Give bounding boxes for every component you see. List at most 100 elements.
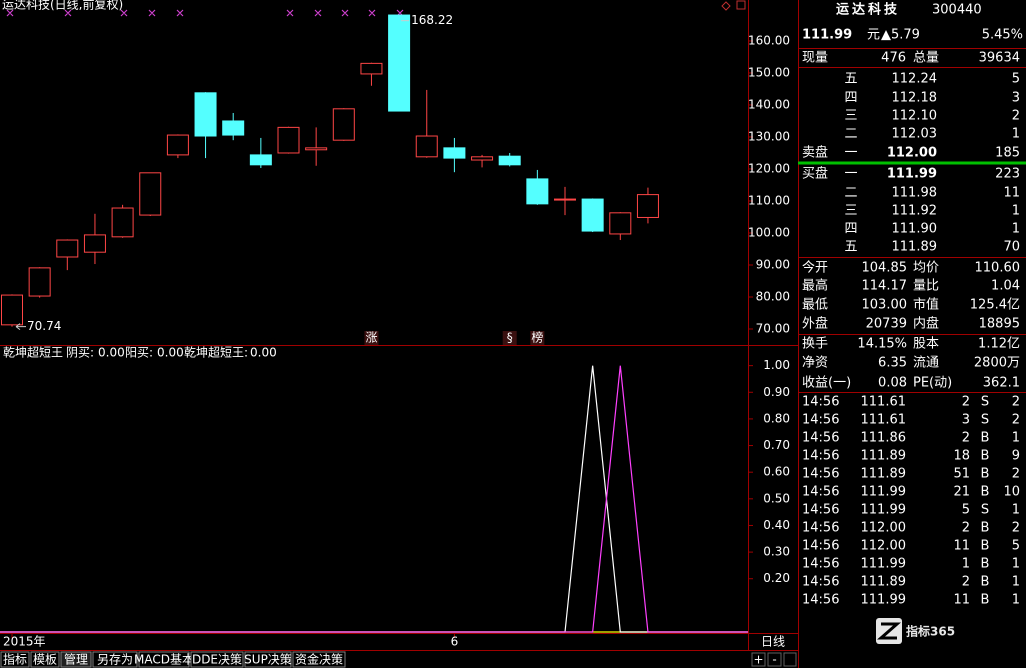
trade-count: 2 xyxy=(1012,521,1020,536)
trade-volume: 11 xyxy=(953,539,970,554)
y-tick-label: 100.00 xyxy=(748,225,790,239)
y-tick-label: 0.90 xyxy=(763,385,790,399)
trade-volume: 2 xyxy=(962,521,970,536)
corner-icons xyxy=(721,0,746,11)
level-price: 112.24 xyxy=(892,72,938,87)
tab-label[interactable]: 资金决策 xyxy=(295,652,343,667)
value: 476 xyxy=(881,51,906,66)
tab-label[interactable]: SUP决策 xyxy=(244,653,292,667)
candle-body xyxy=(526,178,549,205)
level-price: 111.92 xyxy=(892,204,938,219)
button[interactable] xyxy=(767,652,782,667)
candle-body xyxy=(28,267,51,297)
stat-value: 14.15% xyxy=(857,337,907,352)
stat-label: 市值 xyxy=(913,297,939,313)
trade-side: S xyxy=(981,503,989,518)
tab-label[interactable]: DDE决策 xyxy=(192,653,242,667)
trade-count: 10 xyxy=(1003,485,1020,500)
legend-name: 阳买: xyxy=(125,346,153,360)
x-tick-label: 6 xyxy=(451,635,459,649)
max-label: 168.22 xyxy=(411,13,453,27)
button-label[interactable]: + xyxy=(753,653,763,667)
signal: 榜 xyxy=(531,330,543,345)
trade-count: 1 xyxy=(1012,557,1020,572)
tab-label[interactable]: 指标 xyxy=(3,652,27,667)
y-tick-label: 160.00 xyxy=(748,33,790,47)
trade-price: 111.99 xyxy=(861,557,907,572)
tab[interactable] xyxy=(60,651,92,668)
legend-value: 0.00 xyxy=(157,346,184,360)
tab[interactable] xyxy=(92,651,138,668)
trade-price: 111.86 xyxy=(861,431,907,446)
level-volume: 3 xyxy=(1012,91,1020,106)
trade-time: 14:56 xyxy=(802,413,839,428)
trade-volume: 51 xyxy=(953,467,970,482)
level: 四 xyxy=(844,222,857,237)
button[interactable] xyxy=(751,652,766,667)
tab[interactable] xyxy=(244,651,292,668)
level: 三 xyxy=(844,204,857,219)
trade-count: 5 xyxy=(1012,539,1020,554)
trade-price: 111.99 xyxy=(861,593,907,608)
period-label: 日线 xyxy=(761,635,785,649)
level: 三 xyxy=(844,109,857,124)
button[interactable] xyxy=(783,652,797,667)
stat-label: 量比 xyxy=(913,279,939,294)
level-volume: 1 xyxy=(1012,222,1020,237)
candle-body xyxy=(111,207,134,238)
stat-label: PE(动) xyxy=(913,376,952,391)
button-label[interactable]: - xyxy=(772,653,776,667)
trade-price: 111.89 xyxy=(861,467,907,482)
level-price: 112.00 xyxy=(887,146,937,161)
level-volume: 70 xyxy=(1003,240,1020,255)
trade-time: 14:56 xyxy=(802,593,839,608)
y-tick-label: 0.20 xyxy=(763,571,790,585)
level-price: 111.89 xyxy=(892,240,938,255)
indicator-title: 乾坤超短王 xyxy=(3,345,63,360)
trade-time: 14:56 xyxy=(802,449,839,464)
stat-label: 最高 xyxy=(802,278,828,294)
tab[interactable] xyxy=(190,651,244,668)
tab[interactable] xyxy=(292,651,346,668)
stat-value: 362.1 xyxy=(983,376,1020,391)
stat-value: 20739 xyxy=(866,317,907,332)
y-tick-label: 0.70 xyxy=(763,438,790,452)
trade-price: 111.89 xyxy=(861,575,907,590)
tab[interactable] xyxy=(138,651,190,668)
trade-count: 9 xyxy=(1012,449,1020,464)
trade-time: 14:56 xyxy=(802,503,839,518)
stat-value: 114.17 xyxy=(862,279,908,294)
y-tick-label: 0.80 xyxy=(763,411,790,425)
tab-label[interactable]: 模板 xyxy=(33,653,57,667)
stat-value: 18895 xyxy=(979,317,1020,332)
price-change: ▲5.79 xyxy=(881,28,920,43)
tab-label[interactable]: 另存为 xyxy=(97,653,133,667)
y-tick-label: 120.00 xyxy=(748,161,790,175)
candle-body xyxy=(471,156,494,161)
candle-body xyxy=(277,126,300,154)
trade-side: S xyxy=(981,413,989,428)
trade-side: B xyxy=(981,431,990,446)
stat-label: 净资 xyxy=(802,356,828,371)
tab-label[interactable]: 管理 xyxy=(64,652,88,667)
stat-value: 103.00 xyxy=(862,298,908,313)
tab[interactable] xyxy=(30,651,60,668)
tab-label[interactable]: MACD基本 xyxy=(134,653,194,667)
signal: 涨 xyxy=(365,330,377,345)
stat-value: 1.04 xyxy=(991,279,1020,294)
candle-body xyxy=(360,62,383,75)
level-volume: 11 xyxy=(1003,186,1020,201)
level-volume: 2 xyxy=(1012,109,1020,124)
level-volume: 185 xyxy=(995,146,1020,161)
price-unit: 元 xyxy=(867,28,880,43)
stat-label: 最低 xyxy=(802,298,828,313)
y-tick-label: 90.00 xyxy=(756,257,790,271)
trade-time: 14:56 xyxy=(802,557,839,572)
trade-volume: 18 xyxy=(953,449,970,464)
stat-label: 内盘 xyxy=(913,316,939,332)
tab[interactable] xyxy=(0,651,30,668)
legend-name: 乾坤超短王: xyxy=(184,345,248,360)
label: 总量 xyxy=(913,51,939,66)
